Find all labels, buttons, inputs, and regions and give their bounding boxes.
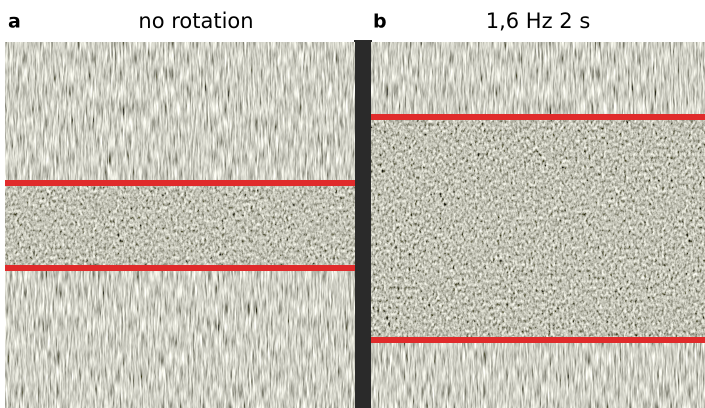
- texture: [5, 184, 355, 268]
- boundary-line: [5, 180, 355, 186]
- panel-title: 1,6 Hz 2 s: [486, 9, 591, 33]
- micrograph-b: [371, 42, 705, 408]
- texture: [371, 118, 705, 338]
- micrograph-a: [5, 42, 355, 408]
- boundary-line: [5, 265, 355, 271]
- separator: [354, 40, 372, 408]
- panel-title: no rotation: [138, 9, 253, 33]
- boundary-line: [371, 337, 705, 343]
- boundary-line: [371, 114, 705, 120]
- panel-label: a: [8, 11, 21, 33]
- panel-label: b: [373, 11, 387, 33]
